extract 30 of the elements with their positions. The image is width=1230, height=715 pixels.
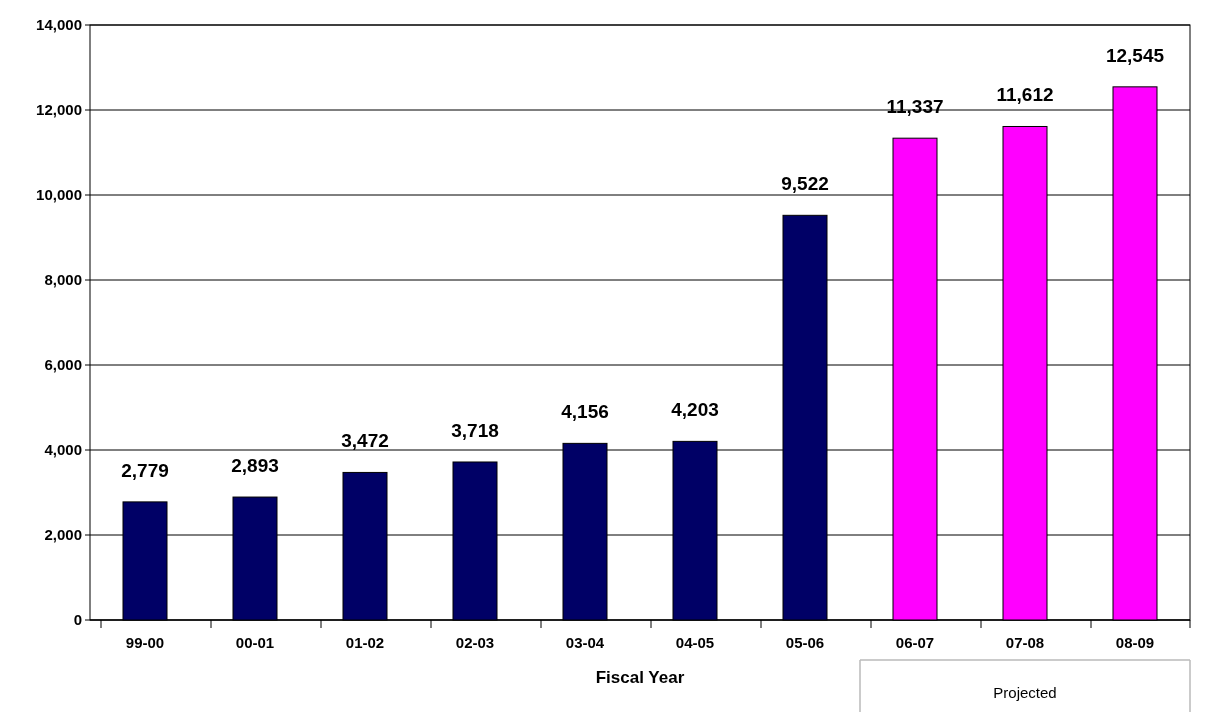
x-tick-label: 04-05 bbox=[675, 634, 715, 651]
y-tick-label: 6,000 bbox=[44, 356, 82, 374]
data-label: 3,718 bbox=[451, 419, 499, 441]
data-label: 9,522 bbox=[781, 173, 829, 195]
data-label: 11,337 bbox=[886, 96, 944, 118]
y-tick-label: 8,000 bbox=[44, 271, 82, 289]
data-label: 12,545 bbox=[1105, 44, 1165, 66]
y-tick-label: 14,000 bbox=[36, 16, 82, 34]
x-tick-label: 05-06 bbox=[785, 634, 825, 651]
data-label: 3,472 bbox=[341, 430, 389, 452]
data-label: 2,779 bbox=[121, 459, 169, 481]
y-tick-label: 4,000 bbox=[44, 441, 82, 459]
x-tick-label: 06-07 bbox=[895, 634, 935, 651]
x-tick-label: 00-01 bbox=[235, 634, 275, 651]
data-label: 4,203 bbox=[671, 399, 719, 421]
x-tick-label: 03-04 bbox=[565, 634, 605, 651]
text: Projected bbox=[993, 684, 1057, 701]
y-tick-label: 2,000 bbox=[44, 526, 82, 544]
data-label: 11,612 bbox=[996, 84, 1054, 106]
x-tick-label: 07-08 bbox=[1005, 634, 1045, 651]
x-tick-label: 02-03 bbox=[455, 634, 495, 651]
x-tick-label: 01-02 bbox=[345, 634, 385, 651]
y-tick-label: 10,000 bbox=[36, 186, 82, 204]
x-tick-label: 99-00 bbox=[125, 634, 165, 651]
y-tick-label: 12,000 bbox=[36, 101, 82, 119]
data-label: 4,156 bbox=[561, 401, 609, 423]
y-tick-label: 0 bbox=[73, 611, 82, 629]
x-axis-title: Fiscal Year bbox=[595, 668, 685, 687]
data-label: 2,893 bbox=[231, 455, 279, 477]
x-tick-label: 08-09 bbox=[1115, 634, 1155, 651]
